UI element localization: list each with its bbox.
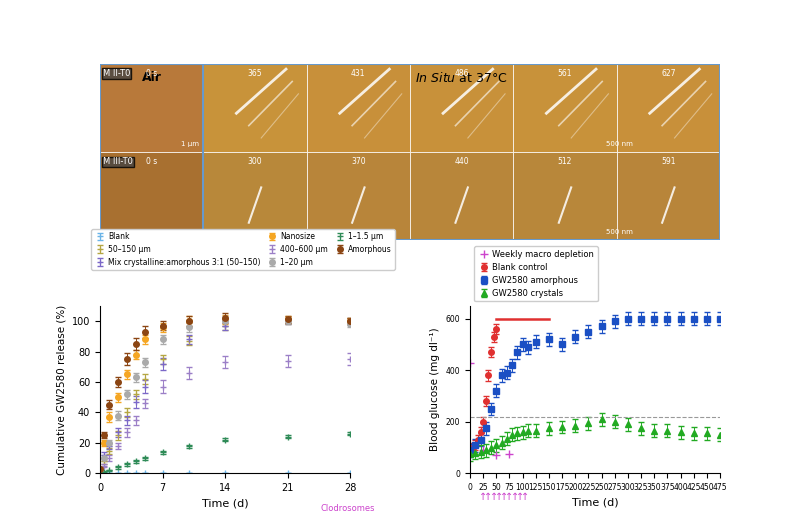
Weekly macro depletion (466, 359, 475, 365)
Bar (617, 152, 720, 240)
Text: $\it{In\ Situ}$ at 37°C: $\it{In\ Situ}$ at 37°C (415, 71, 508, 85)
Text: 500 nm: 500 nm (606, 141, 634, 147)
Text: ↑: ↑ (506, 492, 514, 502)
Text: ↑: ↑ (484, 492, 493, 502)
Text: 0 s: 0 s (146, 157, 158, 167)
Text: 561: 561 (558, 69, 572, 78)
Text: 0 s: 0 s (146, 69, 158, 78)
Text: ↑: ↑ (500, 492, 508, 502)
Text: 512: 512 (558, 157, 572, 167)
Weekly macro depletion (478, 447, 488, 453)
Text: 370: 370 (351, 157, 366, 167)
Text: 591: 591 (661, 157, 675, 167)
Text: Air: Air (142, 71, 162, 84)
Weekly macro depletion (491, 452, 501, 459)
Text: 431: 431 (351, 69, 366, 78)
Text: 1 μm: 1 μm (181, 141, 198, 147)
Text: 300: 300 (248, 157, 262, 167)
Bar (100, 64, 203, 152)
Bar (410, 152, 514, 240)
Legend: Blank, 50–150 μm, Mix crystalline:amorphous 3:1 (50–150), Nanosize, 400–600 μm, : Blank, 50–150 μm, Mix crystalline:amorph… (91, 229, 395, 270)
Text: ↑: ↑ (516, 492, 524, 502)
Bar (514, 152, 617, 240)
Bar (306, 64, 410, 152)
Bar (203, 152, 306, 240)
Y-axis label: Cumulative GW2580 release (%): Cumulative GW2580 release (%) (56, 304, 66, 475)
Bar (306, 152, 410, 240)
Legend: Weekly macro depletion, Blank control, GW2580 amorphous, GW2580 crystals: Weekly macro depletion, Blank control, G… (474, 246, 598, 302)
Text: 486: 486 (454, 69, 469, 78)
Text: 440: 440 (454, 157, 469, 167)
Text: M II-T0: M II-T0 (103, 69, 130, 78)
Text: 365: 365 (248, 69, 262, 78)
Text: Clodrosomes: Clodrosomes (321, 504, 375, 513)
Y-axis label: Blood glucose (mg dl⁻¹): Blood glucose (mg dl⁻¹) (430, 328, 440, 452)
Bar (410, 64, 514, 152)
Text: ↑: ↑ (490, 492, 498, 502)
X-axis label: Time (d): Time (d) (572, 498, 618, 508)
Bar (617, 64, 720, 152)
Bar (514, 64, 617, 152)
Text: M III-T0: M III-T0 (103, 157, 133, 167)
Text: ↑: ↑ (495, 492, 503, 502)
Bar (203, 64, 306, 152)
Weekly macro depletion (505, 451, 514, 458)
Line: Weekly macro depletion: Weekly macro depletion (466, 359, 514, 460)
Text: ↑: ↑ (510, 492, 518, 502)
Text: 500 nm: 500 nm (606, 229, 634, 235)
X-axis label: Time (d): Time (d) (202, 499, 248, 509)
Text: 627: 627 (661, 69, 675, 78)
Text: ↑: ↑ (479, 492, 487, 502)
Bar (100, 152, 203, 240)
Text: 1 μm: 1 μm (181, 229, 198, 235)
Text: ↑: ↑ (522, 492, 530, 502)
